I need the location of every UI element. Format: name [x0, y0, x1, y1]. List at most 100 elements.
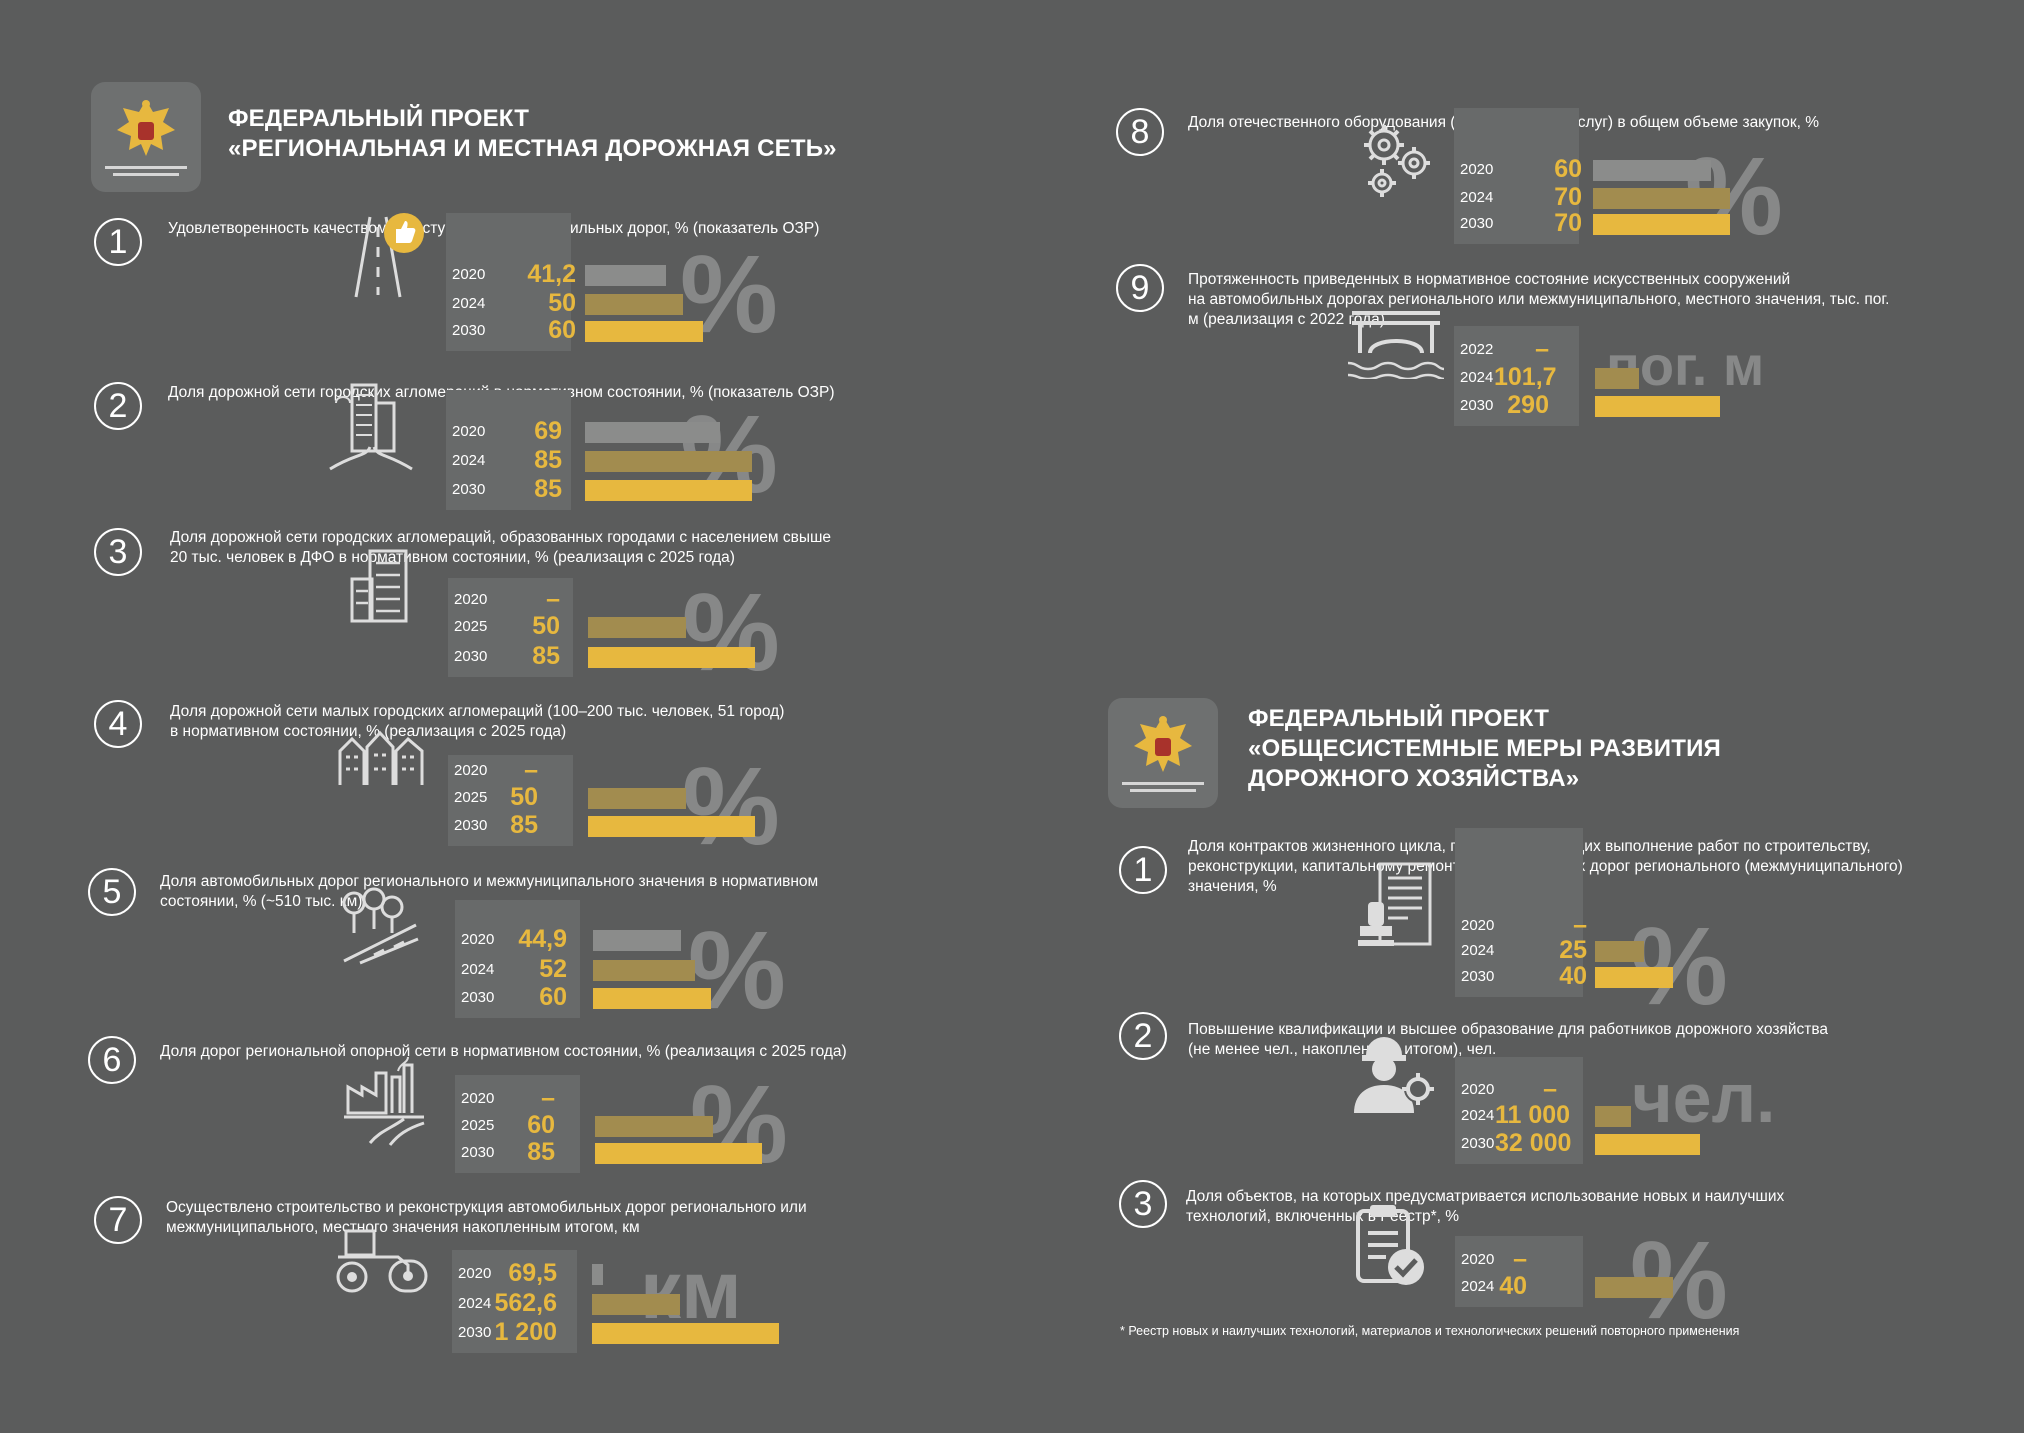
indicator-number-circle: 6 [88, 1036, 136, 1084]
contract-stamp-icon [1356, 860, 1436, 955]
indicator-label: Повышение квалификации и высшее образова… [1188, 1021, 1829, 1038]
value-panel [1454, 108, 1579, 244]
bar-value-label: – [1535, 335, 1549, 363]
indicator-label: Доля дорожной сети городских агломераций… [170, 529, 832, 546]
bar-year-label: 2025 [461, 1117, 495, 1134]
bar-2030 [1593, 214, 1730, 235]
indicator-number-circle: 2 [1119, 1012, 1167, 1060]
bar-year-label: 2024 [1460, 189, 1494, 206]
bar-year-label: 2030 [1460, 397, 1494, 414]
bar-2024 [1595, 941, 1644, 962]
right-project-title-line3: ДОРОЖНОГО ХОЗЯЙСТВА» [1248, 765, 1580, 792]
bar-year-label: 2030 [461, 1144, 495, 1161]
indicator-label: Осуществлено строительство и реконструкц… [166, 1199, 807, 1216]
bar-value-label: 85 [534, 475, 562, 503]
bar-2030 [593, 988, 711, 1009]
indicator-number-circle: 2 [94, 382, 142, 430]
bar-year-label: 2020 [452, 266, 486, 283]
bar-year-label: 2024 [1460, 369, 1494, 386]
bar-value-label: 52 [539, 955, 567, 983]
gears-icon [1350, 113, 1440, 208]
indicator-label: на автомобильных дорогах регионального и… [1188, 291, 1890, 308]
footnote: * Реестр новых и наилучших технологий, м… [1120, 1324, 1740, 1338]
bar-value-label: 85 [532, 642, 560, 670]
indicator-number-circle: 1 [1119, 846, 1167, 894]
bar-value-label: – [541, 1084, 555, 1112]
bar-value-label: 41,2 [527, 260, 576, 288]
bar-year-label: 2020 [454, 591, 488, 608]
bar-2020 [585, 265, 666, 286]
coat-of-arms-icon [105, 100, 187, 176]
bar-2025 [595, 1116, 713, 1137]
road-like-icon [340, 207, 430, 312]
value-panel [446, 213, 571, 351]
bar-2020 [593, 930, 681, 951]
value-panel [448, 755, 573, 846]
bar-year-label: 2020 [461, 1090, 495, 1107]
bar-2020 [592, 1264, 603, 1285]
unit-watermark: % [682, 745, 780, 868]
bar-year-label: 2020 [452, 423, 486, 440]
bridge-icon [1346, 299, 1446, 384]
bar-2030 [1595, 396, 1720, 417]
bar-2024 [1593, 188, 1730, 209]
indicator-number-circle: 1 [94, 218, 142, 266]
bar-year-label: 2024 [458, 1295, 492, 1312]
bar-value-label: 60 [548, 316, 576, 344]
bar-2024 [1595, 368, 1639, 389]
houses-icon [336, 727, 426, 792]
bar-year-label: 2030 [1460, 215, 1494, 232]
road-roller-icon [332, 1227, 432, 1302]
value-panel [455, 1075, 580, 1173]
bar-value-label: 25 [1559, 936, 1587, 964]
bar-value-label: 69,5 [508, 1259, 557, 1287]
indicator-label: Доля дорожной сети малых городских аглом… [170, 703, 785, 720]
bar-value-label: 60 [1554, 155, 1582, 183]
unit-watermark: км [640, 1245, 742, 1336]
bar-year-label: 2030 [1461, 1135, 1495, 1152]
value-panel [1454, 326, 1579, 426]
indicator-number-circle: 7 [94, 1196, 142, 1244]
bar-value-label: 85 [510, 811, 538, 839]
value-panel [455, 900, 580, 1018]
indicator-label: Доля объектов, на которых предусматривае… [1186, 1188, 1785, 1205]
bar-year-label: 2030 [1461, 968, 1495, 985]
bar-year-label: 2030 [452, 481, 486, 498]
value-panel [1455, 1057, 1583, 1164]
coat-of-arms-icon [1122, 716, 1204, 792]
indicator-label: состоянии, % (~510 тыс. км) [160, 893, 363, 910]
indicator-number-circle: 3 [1119, 1180, 1167, 1228]
bar-year-label: 2024 [452, 452, 486, 469]
bar-year-label: 2030 [452, 322, 486, 339]
bar-value-label: 70 [1554, 183, 1582, 211]
unit-watermark: % [1630, 905, 1728, 1028]
bar-value-label: 50 [532, 612, 560, 640]
bar-2020 [1593, 160, 1711, 181]
bar-value-label: 290 [1507, 391, 1549, 419]
right-project-logo [1108, 698, 1218, 808]
bar-value-label: – [1543, 1075, 1557, 1103]
bar-year-label: 2024 [452, 295, 486, 312]
bar-year-label: 2024 [1461, 1107, 1495, 1124]
bar-year-label: 2020 [461, 931, 495, 948]
bar-value-label: 101,7 [1494, 363, 1557, 391]
bar-2024 [585, 294, 683, 315]
indicator-label: (не менее чел., накопленным итогом), чел… [1188, 1041, 1497, 1058]
unit-watermark: % [682, 571, 780, 694]
bar-value-label: 32 000 [1495, 1129, 1572, 1157]
left-project-title-line1: ФЕДЕРАЛЬНЫЙ ПРОЕКТ [228, 105, 530, 132]
bar-year-label: 2024 [461, 961, 495, 978]
value-panel [446, 390, 571, 510]
city-road-icon [326, 373, 416, 478]
bar-year-label: 2030 [461, 989, 495, 1006]
bar-year-label: 2020 [458, 1265, 492, 1282]
bar-2024 [593, 960, 695, 981]
bar-year-label: 2025 [454, 618, 488, 635]
bar-value-label: 44,9 [518, 925, 567, 953]
indicator-number-circle: 9 [1116, 264, 1164, 312]
bar-year-label: 2025 [454, 789, 488, 806]
bar-year-label: 2020 [1461, 1081, 1495, 1098]
bar-value-label: 69 [534, 417, 562, 445]
bar-value-label: 40 [1499, 1272, 1527, 1300]
